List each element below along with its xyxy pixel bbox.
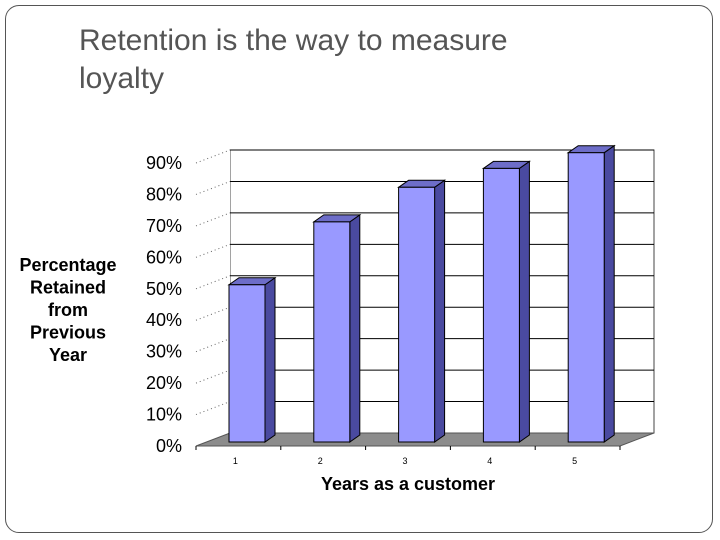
bar: [313, 221, 351, 443]
x-axis-title: Years as a customer: [321, 474, 495, 494]
bar-side: [518, 160, 530, 443]
x-tick-label: 5: [572, 456, 577, 466]
chart-side-wall: [196, 150, 230, 446]
bar-side: [434, 179, 446, 443]
y-tick-label: 80%: [146, 184, 182, 204]
bar-side: [603, 144, 615, 443]
x-tick-label: 1: [233, 456, 238, 466]
y-axis-title-line: from: [48, 300, 88, 320]
y-tick-label: 0%: [156, 436, 182, 456]
y-tick-label: 60%: [146, 247, 182, 267]
x-tick-label: 4: [487, 456, 492, 466]
x-tick-label: 2: [318, 456, 323, 466]
bar: [398, 186, 436, 443]
x-tick-label: 3: [402, 456, 407, 466]
y-tick-label: 10%: [146, 405, 182, 425]
slide-title: Retention is the way to measure loyalty: [79, 22, 679, 98]
bar: [567, 152, 605, 443]
y-tick-label: 90%: [146, 153, 182, 173]
y-tick-label: 40%: [146, 310, 182, 330]
y-axis-title-line: Previous: [30, 323, 106, 343]
y-tick-label: 70%: [146, 216, 182, 236]
y-axis-title: Percentage Retained from Previous Year: [19, 255, 116, 365]
bar-side: [264, 276, 276, 443]
slide-title-line-1: Retention is the way to measure: [79, 24, 508, 57]
y-tick-label: 30%: [146, 342, 182, 362]
y-tick-label: 20%: [146, 373, 182, 393]
slide-title-line-2: loyalty: [79, 62, 165, 95]
bar: [228, 284, 266, 443]
bar-side: [349, 213, 361, 443]
y-tick-label: 50%: [146, 279, 182, 299]
y-axis-title-line: Percentage: [19, 255, 116, 275]
bar: [482, 167, 520, 443]
y-axis-title-line: Year: [49, 345, 87, 365]
y-axis-title-line: Retained: [30, 278, 106, 298]
